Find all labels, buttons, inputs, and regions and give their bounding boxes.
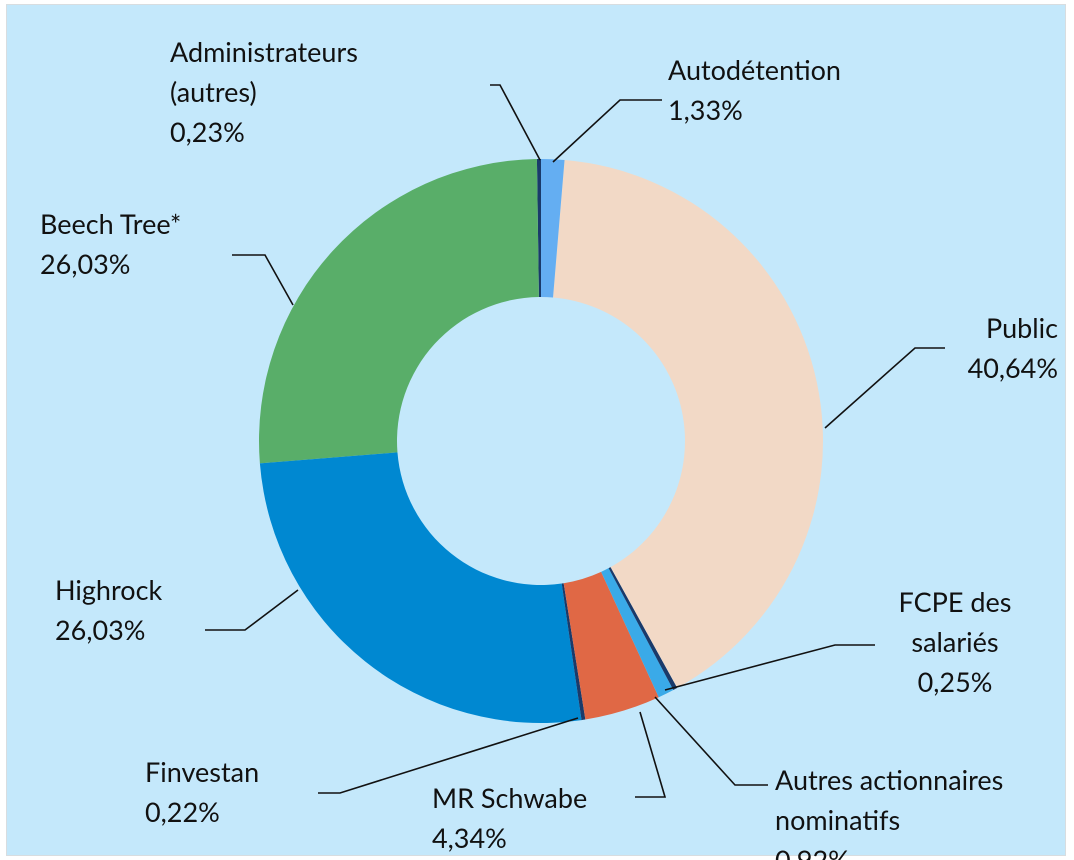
category-name: Public [985,311,1058,344]
slice-label: Administrateurs (autres) 0,23% [170,32,430,152]
value-label: 40,64% [967,351,1058,384]
category-name: Autres actionnaires nominatifs [775,763,1004,836]
category-name: Autodétention [668,53,841,86]
donut-slice [561,583,586,721]
value-label: 0,92% [775,843,850,860]
donut-slice [563,571,659,720]
donut-slice [553,159,823,688]
category-name: MR Schwabe [432,781,588,814]
value-label: 0,22% [145,795,220,828]
slice-label: Public 40,64% [840,308,1058,388]
value-label: 1,33% [668,93,743,126]
leader-lines [205,84,945,798]
donut-slice [541,159,565,298]
value-label: 0,23% [170,115,245,148]
category-name: Administrateurs (autres) [170,35,358,108]
slice-label: FCPE des salariés 0,25% [860,582,1050,702]
category-name: Finvestan [145,755,260,788]
donut-slice [536,159,541,298]
value-label: 26,03% [40,247,131,280]
slice-label: MR Schwabe 4,34% [432,778,632,858]
category-name: Highrock [55,573,163,606]
slice-label: Highrock 26,03% [55,570,255,650]
value-label: 26,03% [55,613,146,646]
slice-label: Autodétention 1,33% [668,50,928,130]
value-label: 4,34% [432,821,507,854]
category-name: Beech Tree* [40,207,182,240]
donut-slice [259,452,582,723]
donut-slice [601,568,674,698]
donut-slice [259,159,539,464]
slice-label: Finvestan 0,22% [145,752,345,832]
value-label: 0,25% [917,665,993,698]
slice-label: Autres actionnaires nominatifs 0,92% [775,760,1065,860]
donut-slice [608,567,678,691]
slice-label: Beech Tree* 26,03% [40,204,290,284]
category-name: FCPE des salariés [898,585,1012,658]
